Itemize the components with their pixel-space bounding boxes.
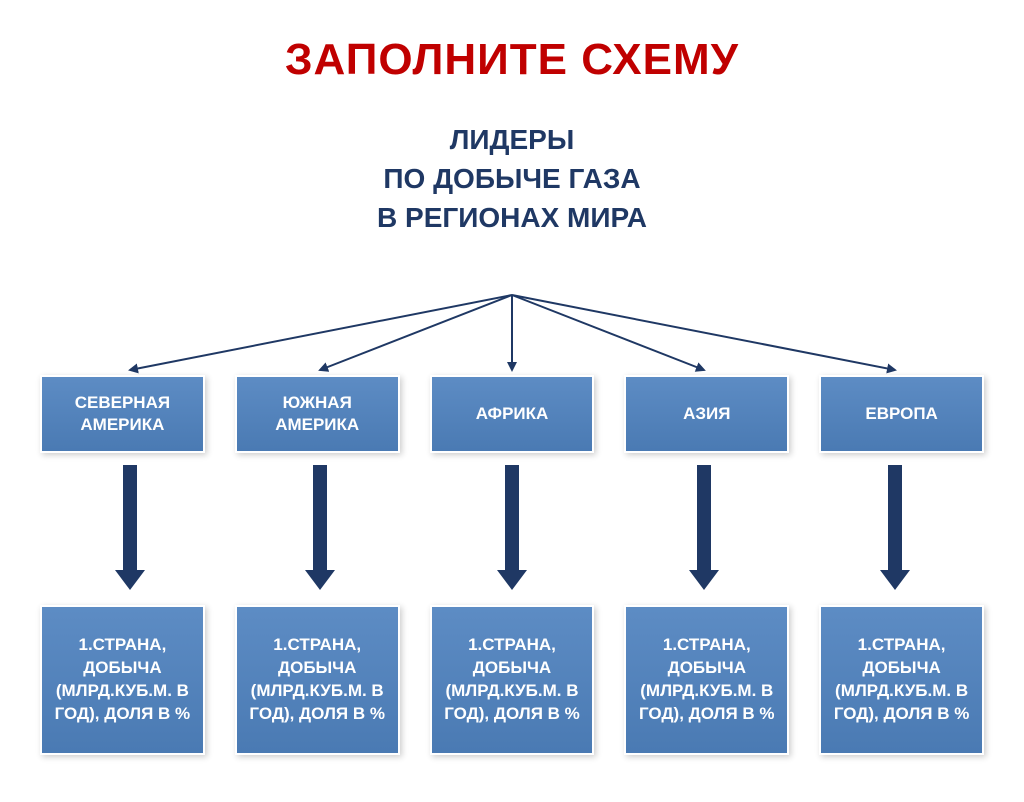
country-box: 1.СТРАНА, ДОБЫЧА (МЛРД.КУБ.М. В ГОД), ДО… <box>624 605 789 755</box>
fan-arrow <box>320 295 512 370</box>
country-box: 1.СТРАНА, ДОБЫЧА (МЛРД.КУБ.М. В ГОД), ДО… <box>819 605 984 755</box>
subtitle-line-1: ЛИДЕРЫ <box>0 120 1024 159</box>
country-box: 1.СТРАНА, ДОБЫЧА (МЛРД.КУБ.М. В ГОД), ДО… <box>430 605 595 755</box>
region-box: АЗИЯ <box>624 375 789 453</box>
fan-arrow <box>512 295 704 370</box>
country-box: 1.СТРАНА, ДОБЫЧА (МЛРД.КУБ.М. В ГОД), ДО… <box>40 605 205 755</box>
regions-row: СЕВЕРНАЯ АМЕРИКА ЮЖНАЯ АМЕРИКА АФРИКА АЗ… <box>40 375 984 453</box>
country-box: 1.СТРАНА, ДОБЫЧА (МЛРД.КУБ.М. В ГОД), ДО… <box>235 605 400 755</box>
region-box: ЮЖНАЯ АМЕРИКА <box>235 375 400 453</box>
countries-row: 1.СТРАНА, ДОБЫЧА (МЛРД.КУБ.М. В ГОД), ДО… <box>40 605 984 755</box>
region-box: ЕВРОПА <box>819 375 984 453</box>
fan-arrow <box>512 295 895 370</box>
subtitle: ЛИДЕРЫ ПО ДОБЫЧЕ ГАЗА В РЕГИОНАХ МИРА <box>0 120 1024 238</box>
subtitle-line-3: В РЕГИОНАХ МИРА <box>0 198 1024 237</box>
subtitle-line-2: ПО ДОБЫЧЕ ГАЗА <box>0 159 1024 198</box>
fan-arrow <box>130 295 512 370</box>
region-box: АФРИКА <box>430 375 595 453</box>
main-title: ЗАПОЛНИТЕ СХЕМУ <box>0 35 1024 85</box>
region-box: СЕВЕРНАЯ АМЕРИКА <box>40 375 205 453</box>
